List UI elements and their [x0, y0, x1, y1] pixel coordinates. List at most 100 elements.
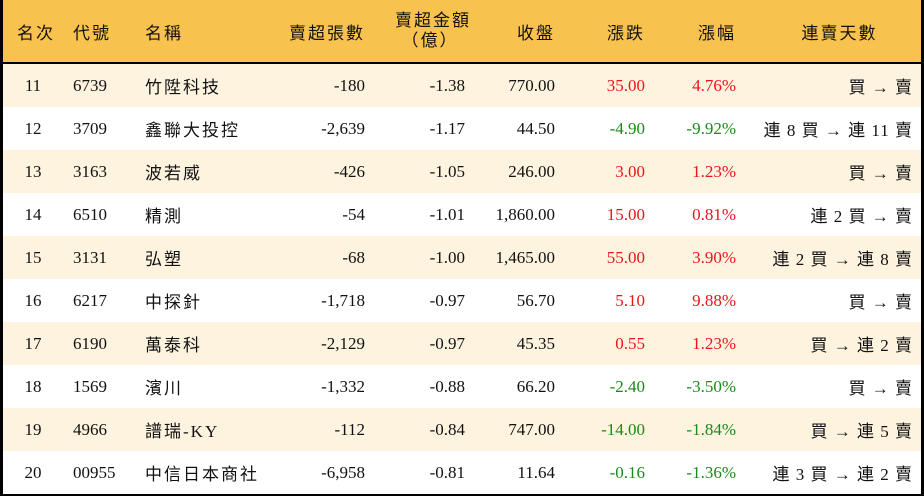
- table-row: 11 6739 竹陞科技 -180 -1.38 770.00 35.00 4.7…: [3, 64, 921, 107]
- cell-change-pct: -1.84%: [686, 419, 736, 439]
- cell-close: 1,465.00: [495, 247, 556, 267]
- cell-streak: 買 → 連 2 賣: [810, 336, 913, 355]
- cell-change: 15.00: [606, 204, 645, 224]
- cell-rank: 15: [24, 247, 42, 267]
- cell-change-pct: 0.81%: [692, 204, 736, 224]
- cell-streak: 買 → 賣: [848, 78, 913, 97]
- header-streak: 連賣天數: [801, 23, 878, 43]
- cell-close: 44.50: [516, 118, 555, 138]
- cell-code: 6190: [73, 333, 107, 353]
- cell-name: 萬泰科: [145, 336, 202, 355]
- cell-streak: 買 → 賣: [848, 379, 913, 398]
- cell-name: 譜瑞-KY: [145, 422, 220, 441]
- cell-close: 11.64: [517, 462, 555, 482]
- cell-close: 66.20: [516, 376, 555, 396]
- table-row: 15 3131 弘塑 -68 -1.00 1,465.00 55.00 3.90…: [3, 236, 921, 279]
- cell-change: 55.00: [606, 247, 645, 267]
- table-row: 18 1569 濱川 -1,332 -0.88 66.20 -2.40 -3.5…: [3, 365, 921, 408]
- cell-net-sell-amount: -1.00: [429, 247, 465, 267]
- cell-streak: 連 8 買 → 連 11 賣: [763, 121, 913, 140]
- cell-name: 濱川: [145, 379, 183, 398]
- table-body: 11 6739 竹陞科技 -180 -1.38 770.00 35.00 4.7…: [3, 64, 921, 494]
- cell-close: 45.35: [516, 333, 555, 353]
- cell-net-sell-lots: -1,718: [321, 290, 365, 310]
- cell-net-sell-amount: -0.81: [429, 462, 465, 482]
- cell-rank: 20: [24, 462, 42, 482]
- header-net-sell-amount-line1: 賣超金額: [395, 11, 471, 30]
- cell-change-pct: -9.92%: [686, 118, 736, 138]
- cell-streak: 買 → 賣: [848, 293, 913, 312]
- cell-code: 1569: [73, 376, 107, 396]
- cell-change-pct: 1.23%: [692, 161, 736, 181]
- cell-net-sell-amount: -0.97: [429, 290, 465, 310]
- table-row: 16 6217 中探針 -1,718 -0.97 56.70 5.10 9.88…: [3, 279, 921, 322]
- cell-net-sell-amount: -1.17: [429, 118, 465, 138]
- cell-net-sell-lots: -6,958: [321, 462, 365, 482]
- cell-net-sell-lots: -1,332: [321, 376, 365, 396]
- cell-rank: 12: [24, 118, 42, 138]
- cell-name: 竹陞科技: [145, 78, 221, 97]
- cell-change: -0.16: [609, 462, 645, 482]
- cell-change-pct: -3.50%: [686, 376, 736, 396]
- cell-streak: 買 → 連 5 賣: [810, 422, 913, 441]
- cell-change: -14.00: [601, 419, 645, 439]
- table-row: 13 3163 波若威 -426 -1.05 246.00 3.00 1.23%…: [3, 150, 921, 193]
- cell-change: 35.00: [606, 75, 645, 95]
- cell-net-sell-lots: -180: [333, 75, 365, 95]
- table-row: 20 00955 中信日本商社 -6,958 -0.81 11.64 -0.16…: [3, 451, 921, 494]
- cell-streak: 連 2 買 → 賣: [810, 207, 913, 226]
- cell-name: 鑫聯大投控: [145, 121, 240, 140]
- cell-change: 3.00: [615, 161, 645, 181]
- cell-rank: 16: [24, 290, 42, 310]
- cell-change: -2.40: [609, 376, 645, 396]
- cell-close: 747.00: [508, 419, 555, 439]
- cell-net-sell-amount: -1.05: [429, 161, 465, 181]
- cell-rank: 13: [24, 161, 42, 181]
- cell-net-sell-amount: -0.84: [429, 419, 465, 439]
- cell-rank: 14: [24, 204, 42, 224]
- cell-net-sell-amount: -1.38: [429, 75, 465, 95]
- cell-net-sell-amount: -1.01: [429, 204, 465, 224]
- cell-net-sell-lots: -426: [333, 161, 365, 181]
- table-row: 19 4966 譜瑞-KY -112 -0.84 747.00 -14.00 -…: [3, 408, 921, 451]
- cell-code: 6510: [73, 204, 107, 224]
- table-row: 12 3709 鑫聯大投控 -2,639 -1.17 44.50 -4.90 -…: [3, 107, 921, 150]
- cell-net-sell-amount: -0.88: [429, 376, 465, 396]
- table-row: 17 6190 萬泰科 -2,129 -0.97 45.35 0.55 1.23…: [3, 322, 921, 365]
- cell-close: 770.00: [508, 75, 555, 95]
- cell-name: 中信日本商社: [145, 465, 259, 484]
- header-rank: 名次: [17, 23, 55, 43]
- cell-streak: 連 2 買 → 連 8 賣: [772, 250, 913, 269]
- cell-change-pct: 4.76%: [692, 75, 736, 95]
- cell-name: 精測: [145, 207, 183, 226]
- cell-streak: 買 → 賣: [848, 164, 913, 183]
- cell-code: 6739: [73, 75, 107, 95]
- cell-change: 0.55: [615, 333, 645, 353]
- cell-rank: 17: [24, 333, 42, 353]
- cell-net-sell-lots: -2,639: [321, 118, 365, 138]
- cell-code: 3131: [73, 247, 107, 267]
- cell-change-pct: 3.90%: [692, 247, 736, 267]
- cell-name: 波若威: [145, 164, 202, 183]
- cell-change: -4.90: [609, 118, 645, 138]
- cell-net-sell-amount: -0.97: [429, 333, 465, 353]
- cell-streak: 連 3 買 → 連 2 賣: [772, 465, 913, 484]
- table-row: 14 6510 精測 -54 -1.01 1,860.00 15.00 0.81…: [3, 193, 921, 236]
- cell-change-pct: 9.88%: [692, 290, 736, 310]
- cell-code: 3163: [73, 161, 107, 181]
- cell-close: 1,860.00: [495, 204, 556, 224]
- header-net-sell-lots: 賣超張數: [289, 23, 365, 43]
- header-close: 收盤: [517, 23, 555, 43]
- cell-name: 中探針: [145, 293, 202, 312]
- cell-code: 6217: [73, 290, 107, 310]
- table-header: 名次 代號 名稱 賣超張數 賣超金額 （億） 收盤 漲跌 漲幅 連賣天數: [3, 0, 921, 64]
- header-change: 漲跌: [607, 23, 645, 43]
- cell-close: 246.00: [508, 161, 555, 181]
- cell-code: 4966: [73, 419, 107, 439]
- cell-change: 5.10: [615, 290, 645, 310]
- cell-change-pct: -1.36%: [686, 462, 736, 482]
- cell-code: 3709: [73, 118, 107, 138]
- header-code: 代號: [73, 23, 111, 43]
- header-net-sell-amount: 賣超金額 （億）: [365, 11, 471, 51]
